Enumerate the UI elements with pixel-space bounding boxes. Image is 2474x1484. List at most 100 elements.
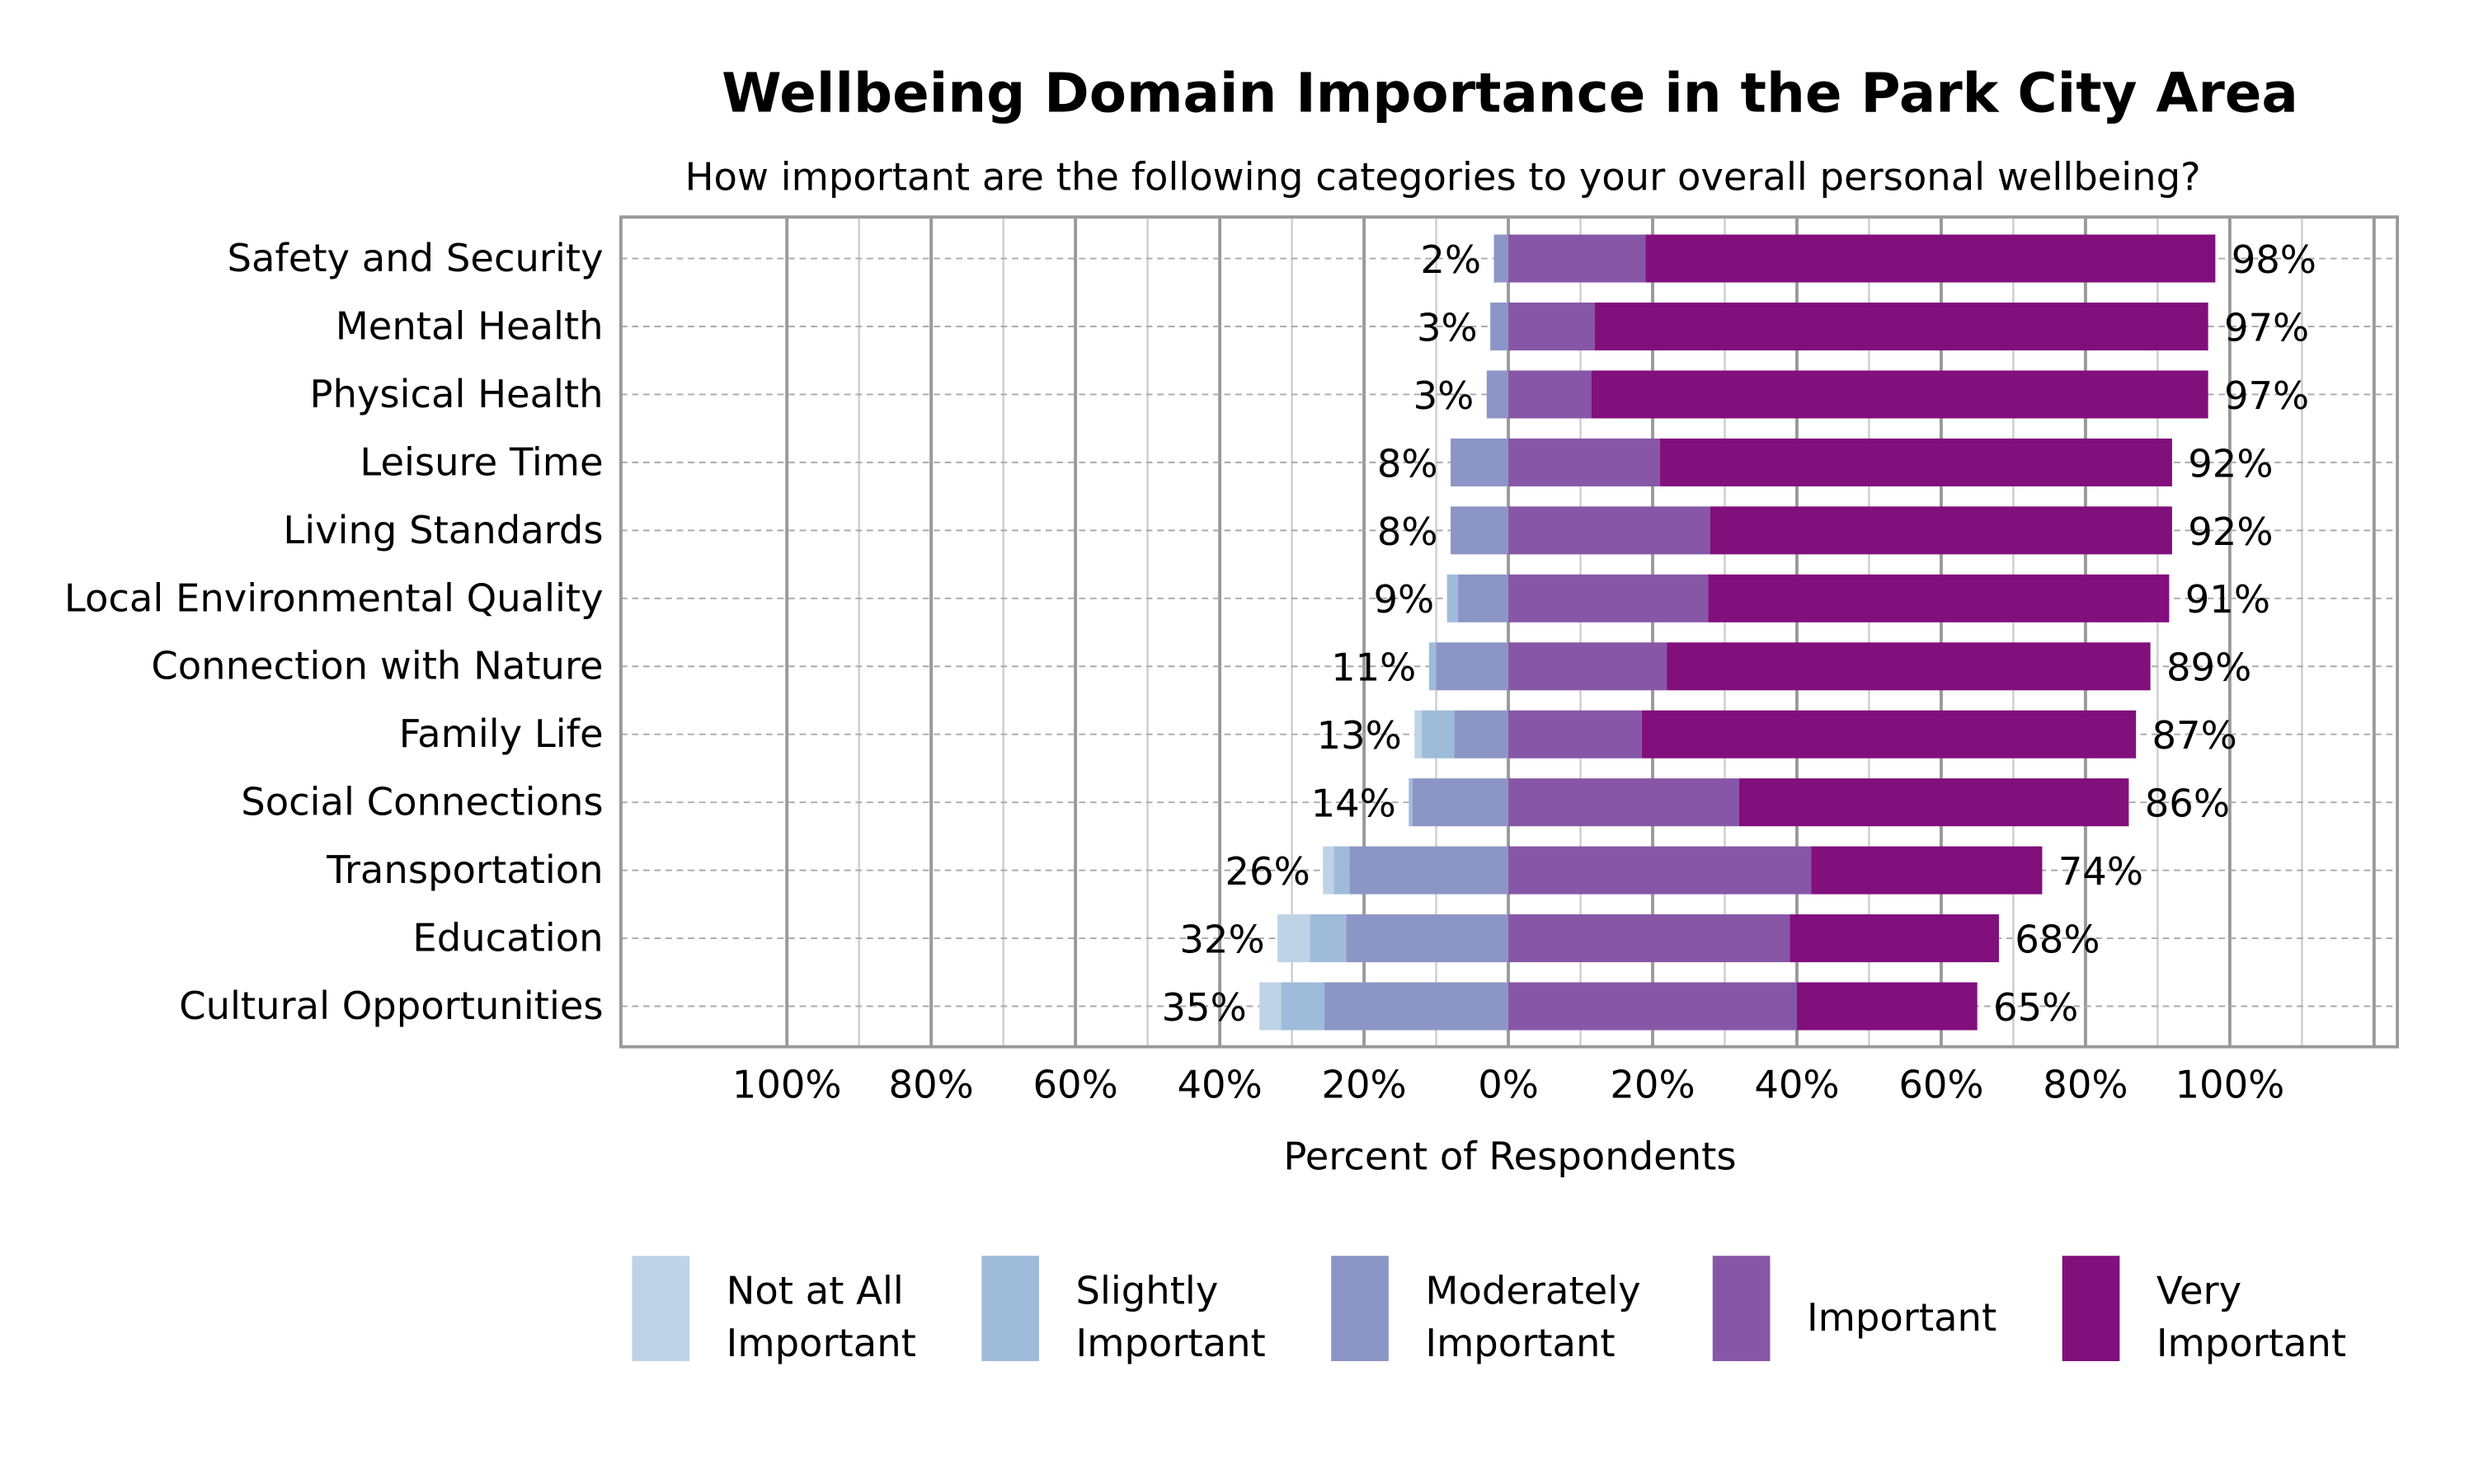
positive-total-label: 97% xyxy=(2224,305,2309,350)
legend-label: Not at All xyxy=(727,1268,904,1313)
negative-total-label: 3% xyxy=(1413,373,1475,418)
x-tick-label: 100% xyxy=(2175,1063,2284,1107)
bar-important xyxy=(1508,846,1812,895)
bar-moderately-important xyxy=(1490,302,1509,351)
negative-total-label: 13% xyxy=(1317,713,1402,758)
negative-total-label: 3% xyxy=(1417,305,1478,350)
chart-subtitle: How important are the following categori… xyxy=(685,154,2201,199)
positive-total-label: 65% xyxy=(1993,985,2078,1030)
x-tick-label: 40% xyxy=(1177,1063,1262,1107)
bar-very-important xyxy=(1659,438,2172,486)
legend-label: Important xyxy=(1807,1295,1997,1340)
positive-total-label: 92% xyxy=(2188,510,2273,554)
bar-not-at-all-important xyxy=(1414,710,1423,758)
x-axis-label: Percent of Respondents xyxy=(1283,1134,1736,1179)
negative-total-label: 32% xyxy=(1179,917,1264,961)
legend-swatch xyxy=(1712,1256,1771,1361)
negative-total-label: 8% xyxy=(1377,510,1438,554)
bar-important xyxy=(1508,982,1797,1031)
category-label: Cultural Opportunities xyxy=(179,984,603,1028)
negative-total-label: 2% xyxy=(1420,237,1481,282)
positive-total-label: 68% xyxy=(2015,917,2100,961)
negative-total-label: 9% xyxy=(1374,577,1435,622)
bar-moderately-important xyxy=(1457,574,1509,622)
bar-important xyxy=(1508,370,1592,419)
bar-very-important xyxy=(1710,506,2172,555)
bar-important xyxy=(1508,710,1642,758)
x-tick-label: 20% xyxy=(1321,1063,1406,1107)
bar-very-important xyxy=(1591,370,2208,419)
x-tick-label: 40% xyxy=(1754,1063,1839,1107)
x-tick-label: 100% xyxy=(732,1063,842,1107)
bar-important xyxy=(1508,506,1710,555)
bar-moderately-important xyxy=(1451,506,1509,555)
plot-frame xyxy=(618,215,2400,1049)
x-tick-label: 80% xyxy=(2043,1063,2128,1107)
bar-moderately-important xyxy=(1346,914,1509,963)
category-label: Connection with Nature xyxy=(151,644,603,688)
labels: Safety and Security 2% 98% Mental Health 3% 9… xyxy=(64,236,2316,1107)
legend-label: Important xyxy=(727,1321,916,1365)
legend: Not at All Important Slightly Important Mode… xyxy=(632,1256,2346,1365)
bar-moderately-important xyxy=(1454,710,1509,758)
category-label: Physical Health xyxy=(309,372,603,416)
bars xyxy=(1259,234,2216,1031)
negative-total-label: 11% xyxy=(1331,646,1416,690)
bar-moderately-important xyxy=(1324,982,1509,1031)
x-tick-label: 20% xyxy=(1610,1063,1695,1107)
bar-very-important xyxy=(1645,234,2216,283)
category-label: Mental Health xyxy=(336,303,604,348)
bar-moderately-important xyxy=(1436,642,1509,691)
x-tick-label: 80% xyxy=(889,1063,974,1107)
bar-slightly-important xyxy=(1446,574,1458,622)
bar-moderately-important xyxy=(1412,778,1509,827)
category-label: Family Life xyxy=(399,711,604,756)
category-label: Transportation xyxy=(326,848,603,892)
legend-swatch xyxy=(632,1256,690,1361)
bar-very-important xyxy=(1790,914,1999,963)
positive-total-label: 91% xyxy=(2185,577,2270,622)
bar-very-important xyxy=(1641,710,2137,758)
x-tick-label: 0% xyxy=(1478,1063,1539,1107)
positive-total-label: 86% xyxy=(2145,782,2230,826)
bar-not-at-all-important xyxy=(1323,846,1334,895)
negative-total-label: 26% xyxy=(1225,849,1310,894)
category-label: Social Connections xyxy=(241,780,603,824)
bar-moderately-important xyxy=(1349,846,1509,895)
x-tick-label: 60% xyxy=(1033,1063,1118,1107)
chart-title: Wellbeing Domain Importance in the Park … xyxy=(722,61,2298,124)
legend-label: Slightly xyxy=(1076,1268,1219,1313)
bar-moderately-important xyxy=(1486,370,1509,419)
legend-swatch xyxy=(1331,1256,1389,1361)
positive-total-label: 97% xyxy=(2224,373,2309,418)
bar-very-important xyxy=(1667,642,2151,691)
bar-important xyxy=(1508,574,1709,622)
bar-very-important xyxy=(1796,982,1978,1031)
bar-important xyxy=(1508,914,1790,963)
bar-not-at-all-important xyxy=(1277,914,1310,963)
category-label: Living Standards xyxy=(283,508,603,552)
legend-swatch xyxy=(2062,1256,2120,1361)
bar-important xyxy=(1508,642,1667,691)
bar-important xyxy=(1508,778,1739,827)
bar-important xyxy=(1508,234,1646,283)
positive-total-label: 87% xyxy=(2152,713,2236,758)
bar-important xyxy=(1508,302,1596,351)
bar-very-important xyxy=(1595,302,2208,351)
negative-total-label: 8% xyxy=(1377,441,1438,486)
bar-very-important xyxy=(1738,778,2129,827)
legend-label: Important xyxy=(2157,1321,2346,1365)
category-label: Safety and Security xyxy=(227,236,603,280)
bar-moderately-important xyxy=(1493,234,1509,283)
bar-slightly-important xyxy=(1428,642,1437,691)
positive-total-label: 89% xyxy=(2166,646,2251,690)
category-label: Education xyxy=(412,916,603,960)
legend-label: Very xyxy=(2157,1268,2241,1313)
bar-very-important xyxy=(1708,574,2170,622)
category-label: Local Environmental Quality xyxy=(64,575,604,620)
negative-total-label: 14% xyxy=(1311,782,1396,826)
legend-label: Important xyxy=(1425,1321,1615,1365)
bar-slightly-important xyxy=(1281,982,1324,1031)
negative-total-label: 35% xyxy=(1162,985,1247,1030)
